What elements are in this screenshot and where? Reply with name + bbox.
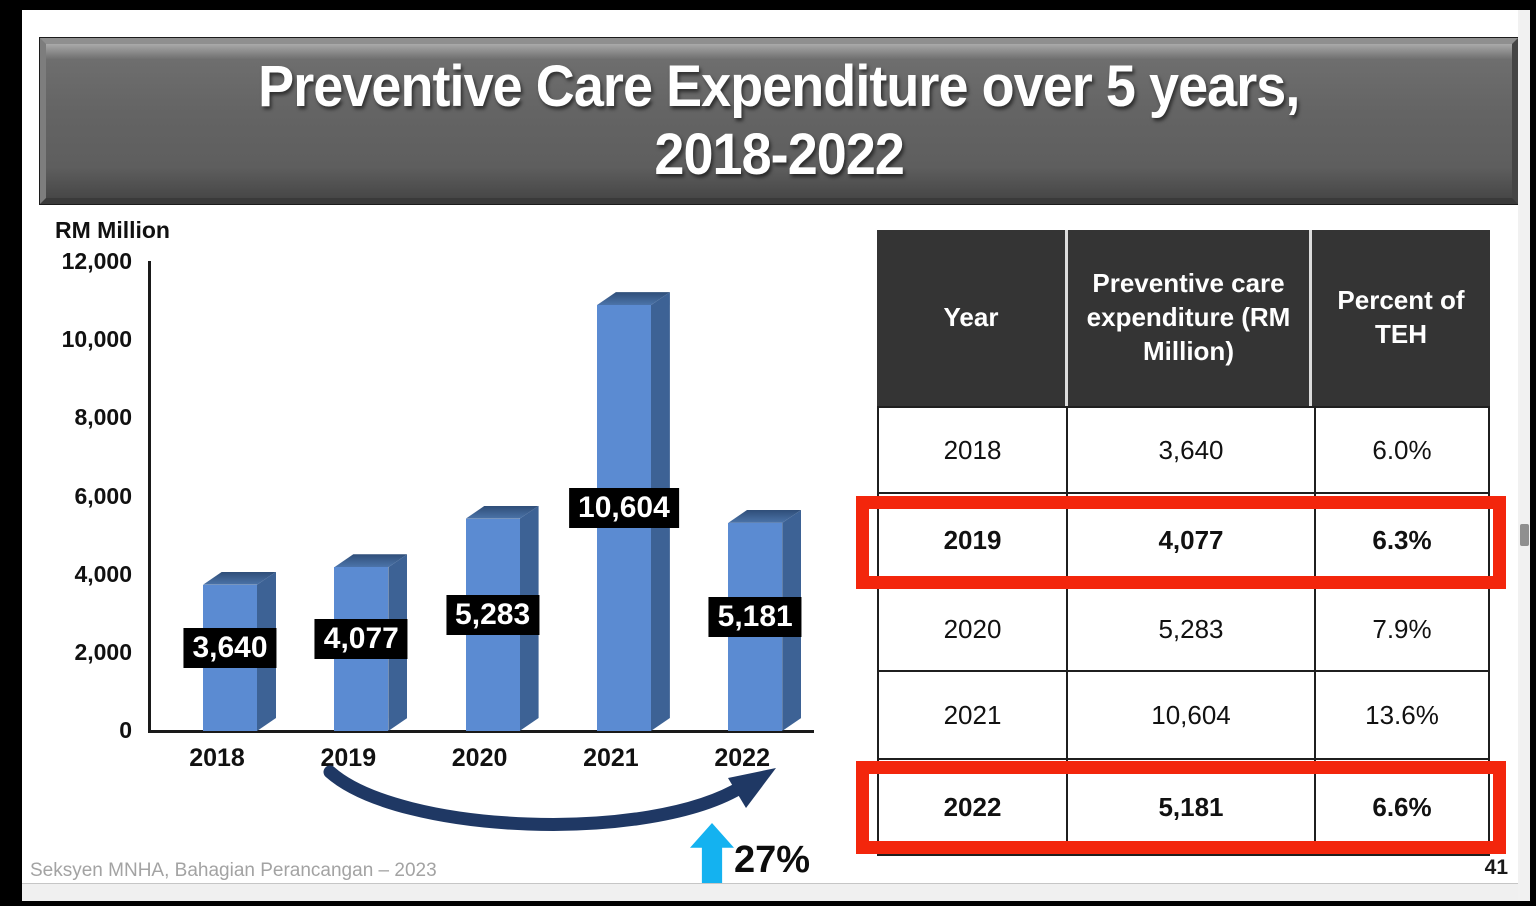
cell-expenditure: 4,077 (1068, 494, 1316, 587)
cell-percent: 6.0% (1372, 434, 1432, 465)
scrollbar-track[interactable] (1518, 10, 1530, 900)
y-axis-title: RM Million (55, 217, 170, 243)
growth-arrow-head (728, 768, 776, 808)
table-row-2021: 2021 10,604 13.6% (879, 672, 1488, 760)
footer-text: Seksyen MNHA, Bahagian Perancangan – 202… (30, 860, 437, 881)
cell-year: 2019 (879, 494, 1068, 587)
cell-year: 2018 (879, 408, 1068, 492)
slide-title-line1: Preventive Care Expenditure over 5 years… (258, 54, 1300, 119)
cell-year: 2020 (879, 589, 1068, 670)
column-header-year: Year (877, 230, 1068, 406)
scrollbar-thumb[interactable] (1520, 524, 1529, 546)
table-row-2019: 2019 4,077 6.3% (879, 494, 1488, 589)
cell-expenditure: 3,640 (1068, 408, 1316, 492)
title-banner: Preventive Care Expenditure over 5 years… (40, 38, 1518, 204)
column-header-percent: Percent of TEH (1337, 285, 1465, 349)
cell-percent: 13.6% (1365, 699, 1439, 730)
curved-growth-arrow-icon (323, 765, 776, 831)
cell-percent: 6.3% (1372, 525, 1432, 555)
table-row-2022: 2022 5,181 6.6% (879, 760, 1488, 854)
growth-arrow-path (323, 765, 750, 831)
cell-expenditure: 5,181 (1068, 760, 1316, 854)
cell-expenditure: 5,283 (1068, 589, 1316, 670)
page-number: 41 (1484, 856, 1508, 879)
cell-year: 2022 (879, 760, 1068, 854)
table-body: 2018 3,640 6.0% 2019 4,077 6.3% 2020 5,2… (877, 406, 1490, 856)
table-row-2018: 2018 3,640 6.0% (879, 408, 1488, 494)
bottom-strip (22, 883, 1530, 901)
cell-percent: 7.9% (1372, 614, 1432, 644)
cell-year: 2021 (879, 672, 1068, 758)
table-row-2020: 2020 5,283 7.9% (879, 589, 1488, 672)
cell-expenditure: 10,604 (1068, 672, 1316, 758)
growth-percent-label: 27% (734, 839, 811, 881)
column-header-expenditure: Preventive care expenditure (RM Million) (1068, 230, 1312, 406)
table-header: Year Preventive care expenditure (RM Mil… (877, 230, 1490, 406)
slide-title-line2: 2018-2022 (654, 122, 905, 187)
cell-percent: 6.6% (1372, 791, 1432, 822)
